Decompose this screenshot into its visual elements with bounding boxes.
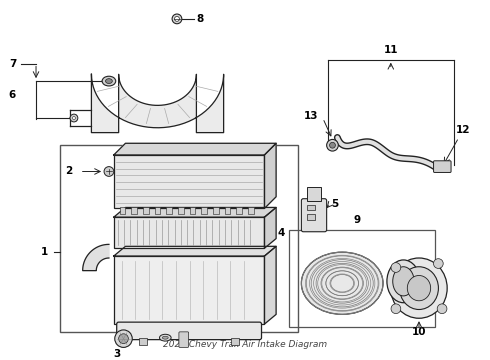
- FancyBboxPatch shape: [434, 161, 451, 172]
- Text: 4: 4: [277, 228, 285, 238]
- Text: 9: 9: [353, 215, 360, 225]
- Ellipse shape: [310, 258, 375, 308]
- Bar: [178, 207, 184, 214]
- Polygon shape: [265, 143, 276, 208]
- Text: 1: 1: [41, 247, 48, 257]
- Circle shape: [172, 14, 182, 24]
- Ellipse shape: [393, 267, 414, 296]
- Ellipse shape: [387, 260, 420, 303]
- Polygon shape: [114, 246, 276, 256]
- Ellipse shape: [102, 76, 116, 86]
- Bar: [155, 207, 160, 214]
- Bar: [120, 207, 125, 214]
- Bar: [60, 145, 298, 332]
- Bar: [131, 207, 137, 214]
- Ellipse shape: [399, 267, 439, 310]
- FancyBboxPatch shape: [301, 199, 327, 232]
- Circle shape: [391, 304, 401, 314]
- Bar: [307, 204, 315, 210]
- Text: 12: 12: [456, 125, 470, 135]
- Text: 6: 6: [9, 90, 16, 100]
- Text: 5: 5: [332, 199, 339, 208]
- Circle shape: [70, 114, 78, 122]
- Polygon shape: [83, 244, 109, 271]
- Text: 3: 3: [113, 349, 121, 359]
- Text: 13: 13: [303, 111, 318, 121]
- Circle shape: [437, 304, 447, 314]
- Circle shape: [119, 334, 128, 343]
- Bar: [213, 207, 219, 214]
- Bar: [248, 207, 254, 214]
- Circle shape: [115, 330, 132, 347]
- FancyBboxPatch shape: [117, 322, 262, 339]
- Text: 8: 8: [196, 14, 204, 24]
- Polygon shape: [114, 143, 276, 155]
- FancyBboxPatch shape: [179, 332, 189, 347]
- Bar: [114, 256, 265, 324]
- Bar: [114, 217, 265, 248]
- Polygon shape: [92, 74, 223, 132]
- Bar: [114, 155, 265, 208]
- Bar: [236, 207, 242, 214]
- Text: 10: 10: [412, 327, 426, 337]
- Bar: [224, 207, 230, 214]
- Ellipse shape: [105, 79, 112, 84]
- Ellipse shape: [407, 275, 431, 301]
- Bar: [190, 207, 196, 214]
- Circle shape: [174, 17, 179, 21]
- Polygon shape: [265, 246, 276, 324]
- Text: 2: 2: [65, 166, 73, 176]
- Bar: [166, 207, 172, 214]
- Bar: [289, 230, 435, 327]
- Bar: [143, 207, 149, 214]
- Circle shape: [434, 259, 443, 269]
- Circle shape: [330, 142, 335, 148]
- Circle shape: [73, 117, 75, 120]
- Ellipse shape: [301, 252, 383, 314]
- Ellipse shape: [159, 334, 171, 341]
- Circle shape: [104, 167, 114, 176]
- Ellipse shape: [162, 336, 168, 339]
- Ellipse shape: [391, 258, 447, 318]
- Polygon shape: [265, 207, 276, 248]
- Bar: [307, 214, 315, 220]
- Text: 11: 11: [384, 45, 398, 55]
- Bar: [231, 338, 239, 346]
- Circle shape: [327, 139, 338, 151]
- Text: 7: 7: [9, 59, 16, 69]
- Polygon shape: [114, 207, 276, 217]
- Circle shape: [391, 263, 401, 273]
- Bar: [307, 187, 321, 201]
- Text: 2024 Chevy Trax Air Intake Diagram: 2024 Chevy Trax Air Intake Diagram: [163, 340, 327, 349]
- Bar: [139, 338, 147, 346]
- Bar: [201, 207, 207, 214]
